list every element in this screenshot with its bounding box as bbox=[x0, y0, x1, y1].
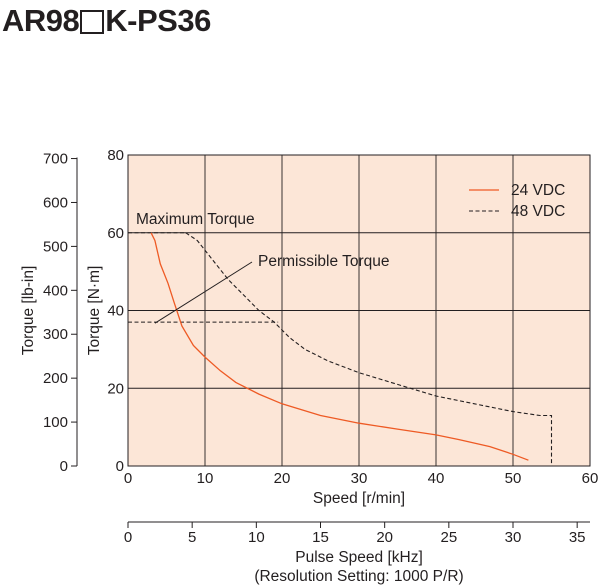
series-line-1 bbox=[150, 232, 529, 461]
x2-tick-label: 5 bbox=[188, 529, 196, 546]
grid-lines bbox=[128, 155, 590, 466]
axis-labels: Speed [r/min] Pulse Speed [kHz] (Resolutio… bbox=[20, 266, 464, 585]
legend-label: 24 VDC bbox=[511, 182, 565, 199]
y2-axis-label: Torque [lb-in] bbox=[20, 266, 37, 356]
y2-tick-label: 0 bbox=[60, 458, 68, 475]
y-tick-label: 40 bbox=[107, 303, 124, 320]
y2-tick-label: 200 bbox=[43, 370, 68, 387]
x2-axis-note: (Resolution Setting: 1000 P/R) bbox=[254, 568, 463, 585]
x-axis-label: Speed [r/min] bbox=[313, 490, 405, 507]
y-tick-label: 0 bbox=[116, 458, 124, 475]
y2-tick-label: 700 bbox=[43, 151, 68, 168]
x2-axis-label: Pulse Speed [kHz] bbox=[295, 549, 423, 566]
x-tick-label: 0 bbox=[124, 470, 132, 487]
annotation-leader bbox=[154, 261, 253, 324]
axes: 0 10 20 30 40 50 60020406080010020030040050060… bbox=[43, 147, 598, 546]
x2-tick-label: 30 bbox=[505, 529, 522, 546]
x2-tick-label: 15 bbox=[312, 529, 329, 546]
y-tick-label: 60 bbox=[107, 225, 124, 242]
x-tick-label: 30 bbox=[351, 470, 368, 487]
x2-tick-label: 25 bbox=[440, 529, 457, 546]
legend-label: 48 VDC bbox=[511, 203, 565, 220]
y2-tick-label: 500 bbox=[43, 238, 68, 255]
x-tick-label: 20 bbox=[274, 470, 291, 487]
annotations: Maximum Torque Permissible Torque bbox=[136, 211, 390, 324]
plot-frame bbox=[127, 154, 591, 467]
y2-tick-label: 400 bbox=[43, 282, 68, 299]
series-lines bbox=[150, 232, 553, 466]
y-tick-label: 80 bbox=[107, 147, 124, 164]
x-tick-label: 60 bbox=[582, 470, 599, 487]
x2-tick-label: 10 bbox=[248, 529, 265, 546]
x2-tick-label: 20 bbox=[376, 529, 393, 546]
y2-tick-label: 300 bbox=[43, 326, 68, 343]
x-tick-label: 10 bbox=[197, 470, 214, 487]
y2-tick-label: 100 bbox=[43, 414, 68, 431]
x-tick-label: 40 bbox=[428, 470, 445, 487]
title-prefix: AR98 bbox=[2, 3, 80, 38]
reference-lines bbox=[128, 232, 279, 323]
y2-tick-label: 600 bbox=[43, 194, 68, 211]
annotation-max-torque: Maximum Torque bbox=[136, 211, 255, 228]
y-tick-label: 20 bbox=[107, 380, 124, 397]
x2-tick-label: 35 bbox=[569, 529, 586, 546]
title-suffix: K-PS36 bbox=[105, 3, 211, 38]
x-tick-label: 50 bbox=[505, 470, 522, 487]
series-line-2 bbox=[185, 232, 553, 466]
legend: 24 VDC 48 VDC bbox=[469, 182, 565, 220]
x2-tick-label: 0 bbox=[124, 529, 132, 546]
title-box-glyph bbox=[80, 10, 105, 34]
annotation-permissible-torque: Permissible Torque bbox=[258, 253, 390, 270]
y-axis-label: Torque [N·m] bbox=[86, 266, 103, 356]
page-title: AR98 K-PS36 bbox=[2, 2, 211, 40]
